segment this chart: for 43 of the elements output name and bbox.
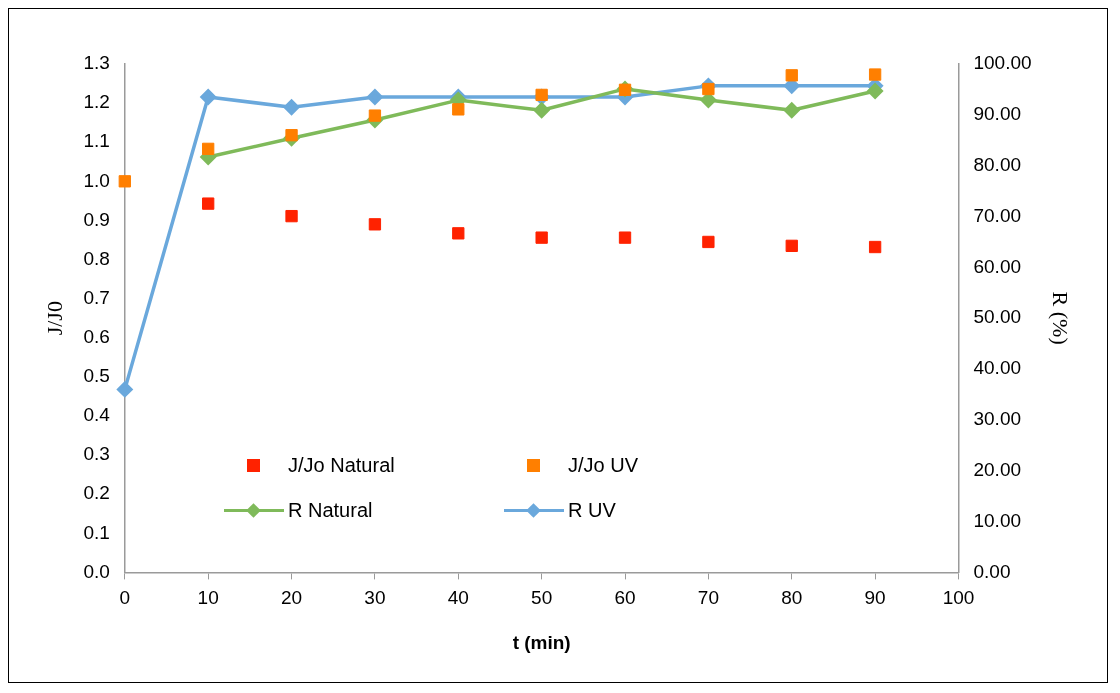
y-tick-label: 0.6 bbox=[83, 325, 110, 347]
y-tick-label: 0.3 bbox=[83, 443, 110, 465]
y-axis-title: J/J0 bbox=[41, 301, 67, 336]
y2-tick-label: 20.00 bbox=[973, 458, 1022, 480]
y-tick-label: 1.3 bbox=[83, 52, 110, 74]
y-tick-label: 0.2 bbox=[83, 482, 110, 504]
y2-tick-label: 100.00 bbox=[973, 52, 1032, 74]
y-tick-label: 0.1 bbox=[83, 521, 110, 543]
y-tick-label: 0.4 bbox=[83, 404, 111, 426]
legend-label: J/Jo UV bbox=[568, 454, 639, 477]
y2-tick-label: 60.00 bbox=[973, 255, 1022, 277]
x-tick-label: 60 bbox=[614, 587, 636, 609]
x-tick-label: 0 bbox=[119, 587, 131, 609]
x-tick-label: 10 bbox=[197, 587, 219, 609]
y-tick-label: 0.5 bbox=[83, 365, 110, 387]
y2-tick-label: 50.00 bbox=[973, 306, 1022, 328]
y2-tick-label: 70.00 bbox=[973, 204, 1022, 226]
y-tick-label: 1.1 bbox=[83, 130, 110, 152]
x-tick-label: 90 bbox=[864, 587, 886, 609]
y2-tick-label: 10.00 bbox=[973, 509, 1022, 531]
legend-label: R UV bbox=[568, 499, 616, 522]
x-tick-label: 50 bbox=[531, 587, 553, 609]
y2-tick-label: 90.00 bbox=[973, 103, 1022, 125]
y2-tick-label: 40.00 bbox=[973, 357, 1022, 379]
x-tick-label: 80 bbox=[781, 587, 803, 609]
x-axis-title: t (min) bbox=[512, 631, 571, 653]
legend-label: R Natural bbox=[288, 499, 373, 522]
y-tick-label: 0.0 bbox=[83, 560, 110, 582]
x-tick-label: 100 bbox=[942, 587, 975, 609]
y2-tick-label: 30.00 bbox=[973, 408, 1022, 430]
y-tick-label: 1.0 bbox=[83, 169, 110, 191]
y2-axis-title: R (%) bbox=[1048, 291, 1074, 345]
y-tick-label: 1.2 bbox=[83, 91, 110, 113]
legend-label: J/Jo Natural bbox=[288, 454, 395, 477]
x-tick-label: 40 bbox=[447, 587, 469, 609]
y2-tick-label: 80.00 bbox=[973, 153, 1022, 175]
y2-tick-label: 0.00 bbox=[973, 560, 1011, 582]
x-tick-label: 30 bbox=[364, 587, 386, 609]
y-tick-label: 0.9 bbox=[83, 208, 110, 230]
x-tick-label: 20 bbox=[280, 587, 303, 609]
x-tick-label: 70 bbox=[697, 587, 719, 609]
y-tick-label: 0.8 bbox=[83, 247, 110, 269]
y-tick-label: 0.7 bbox=[83, 286, 110, 308]
